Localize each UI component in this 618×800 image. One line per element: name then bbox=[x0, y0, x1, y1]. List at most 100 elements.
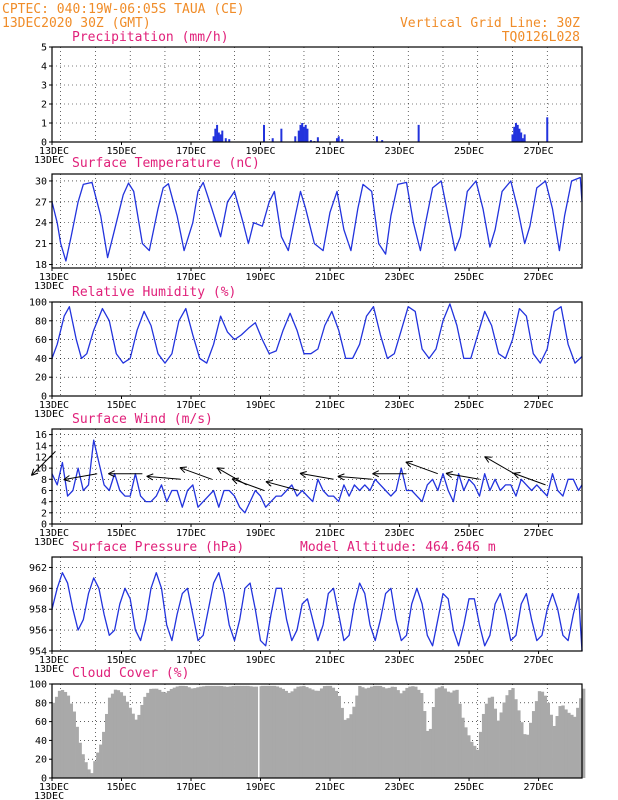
cloud-column-52 bbox=[205, 685, 209, 778]
rh-ytick-label-4: 80 bbox=[35, 316, 47, 327]
precip-bar-27 bbox=[511, 134, 514, 142]
cloud-column-21 bbox=[113, 689, 118, 778]
cloud-column-165 bbox=[537, 691, 542, 778]
precip-bar-17 bbox=[306, 128, 309, 142]
precip-ytick-label-5: 5 bbox=[41, 43, 47, 54]
cloud-column-164 bbox=[534, 701, 539, 778]
wind-ytick-label-1: 2 bbox=[41, 508, 47, 519]
wind-ytick-label-8: 16 bbox=[35, 430, 47, 441]
cloud-column-109 bbox=[372, 685, 377, 778]
cloud-column-142 bbox=[470, 741, 474, 778]
precipitation-title: Precipitation (mm/h) bbox=[72, 30, 229, 45]
cloud-column-146 bbox=[481, 713, 486, 778]
cloud-column-138 bbox=[458, 703, 462, 778]
cloud-column-45 bbox=[184, 686, 188, 778]
cloud-column-13 bbox=[90, 773, 94, 778]
cloud-column-72 bbox=[264, 685, 268, 778]
cloud-column-11 bbox=[84, 762, 88, 778]
cloud-column-77 bbox=[278, 687, 283, 778]
cloud-column-114 bbox=[387, 687, 392, 778]
cloud-column-103 bbox=[355, 695, 359, 778]
grid-line-note: Vertical Grid Line: 30Z bbox=[400, 16, 580, 31]
precip-bar-8 bbox=[263, 124, 265, 142]
wind-series-line bbox=[51, 439, 583, 514]
cloud-column-158 bbox=[517, 710, 521, 778]
precip-xtick-label-5: 23DEC bbox=[384, 146, 414, 157]
precip-bar-18 bbox=[309, 140, 312, 142]
cloud-column-145 bbox=[478, 731, 483, 778]
precip-ytick-label-4: 4 bbox=[41, 62, 47, 73]
wind-xtick-label-5: 23DEC bbox=[384, 528, 414, 539]
cloud-column-74 bbox=[269, 685, 274, 778]
cloud-column-7 bbox=[72, 711, 76, 778]
cloud-column-168 bbox=[546, 702, 551, 778]
precip-bar-28 bbox=[513, 126, 516, 142]
wind-ytick-label-3: 6 bbox=[41, 486, 47, 497]
cloud-column-2 bbox=[57, 690, 62, 778]
cloud-column-57 bbox=[219, 686, 224, 778]
precip-ytick-label-0: 0 bbox=[41, 138, 47, 149]
cloud-column-149 bbox=[490, 696, 495, 778]
wind-xtick-label-4: 21DEC bbox=[315, 528, 345, 539]
wind-frame bbox=[51, 428, 583, 525]
cloud-column-148 bbox=[487, 697, 492, 778]
wind-vector-12 bbox=[445, 471, 480, 480]
cloud-column-131 bbox=[437, 687, 442, 778]
cloud-column-51 bbox=[202, 686, 206, 778]
cloud-column-167 bbox=[543, 695, 548, 778]
pressure-xtick-label-1: 15DEC bbox=[106, 655, 136, 666]
precip-bar-31 bbox=[518, 128, 521, 142]
cloud-column-76 bbox=[275, 686, 280, 778]
cloud-column-8 bbox=[75, 726, 79, 778]
cloud-xtick-label-1: 15DEC bbox=[106, 782, 136, 793]
cloud-column-49 bbox=[196, 687, 200, 778]
run-time-header: 13DEC2020 30Z (GMT) bbox=[2, 16, 151, 31]
cloud-column-48 bbox=[193, 688, 197, 778]
pressure-frame bbox=[51, 556, 583, 652]
cloud-column-33 bbox=[149, 688, 153, 778]
cloud-column-179 bbox=[579, 698, 583, 778]
cloud-column-75 bbox=[272, 685, 277, 778]
rh-ytick-label-5: 100 bbox=[29, 298, 47, 309]
cloud-column-116 bbox=[393, 686, 397, 778]
precip-xtick-label-0: 13DEC bbox=[39, 146, 69, 157]
humidity-title: Relative Humidity (%) bbox=[72, 285, 236, 300]
cloud-xtick-label-4: 21DEC bbox=[315, 782, 345, 793]
cloud-column-4 bbox=[63, 691, 68, 778]
cloud-column-125 bbox=[420, 693, 424, 778]
precip-bar-10 bbox=[280, 128, 283, 142]
cloud-column-23 bbox=[119, 692, 124, 778]
cloud-column-134 bbox=[446, 691, 450, 778]
wind-vector-2 bbox=[108, 470, 143, 478]
cloud-column-30 bbox=[140, 704, 144, 778]
precip-bar-3 bbox=[217, 132, 220, 142]
cloud-column-93 bbox=[325, 685, 330, 778]
cloud-column-20 bbox=[110, 693, 115, 778]
wind-ytick-label-6: 12 bbox=[35, 452, 47, 463]
cloud-column-19 bbox=[107, 697, 112, 778]
cloud-column-159 bbox=[520, 722, 524, 778]
cloud-column-67 bbox=[249, 686, 253, 778]
cloud-column-170 bbox=[552, 725, 556, 778]
precip-xtick-label-6: 25DEC bbox=[454, 146, 484, 157]
pressure-ytick-label-0: 954 bbox=[29, 647, 47, 658]
cloud-column-35 bbox=[155, 688, 159, 778]
cloud-column-69 bbox=[255, 686, 259, 778]
pressure-xtick-label-4: 21DEC bbox=[315, 655, 345, 666]
wind-vector-1 bbox=[63, 473, 98, 482]
cloud-column-34 bbox=[152, 688, 156, 778]
cloud-cover-title: Cloud Cover (%) bbox=[72, 666, 189, 681]
rh-xtick-label-5: 23DEC bbox=[384, 400, 414, 411]
cloud-column-152 bbox=[499, 712, 503, 778]
precip-xtick-label-7: 27DEC bbox=[524, 146, 554, 157]
cloud-ytick-label-4: 80 bbox=[35, 698, 47, 709]
pressure-series-line bbox=[51, 572, 583, 652]
wind-vector-4 bbox=[179, 466, 213, 480]
temperature-title: Surface Temperature (nC) bbox=[72, 156, 260, 171]
cloud-column-41 bbox=[172, 687, 177, 778]
pressure-ytick-label-4: 962 bbox=[29, 563, 47, 574]
temp-xtick-label-1: 15DEC bbox=[106, 272, 136, 283]
cloud-column-150 bbox=[493, 708, 498, 778]
